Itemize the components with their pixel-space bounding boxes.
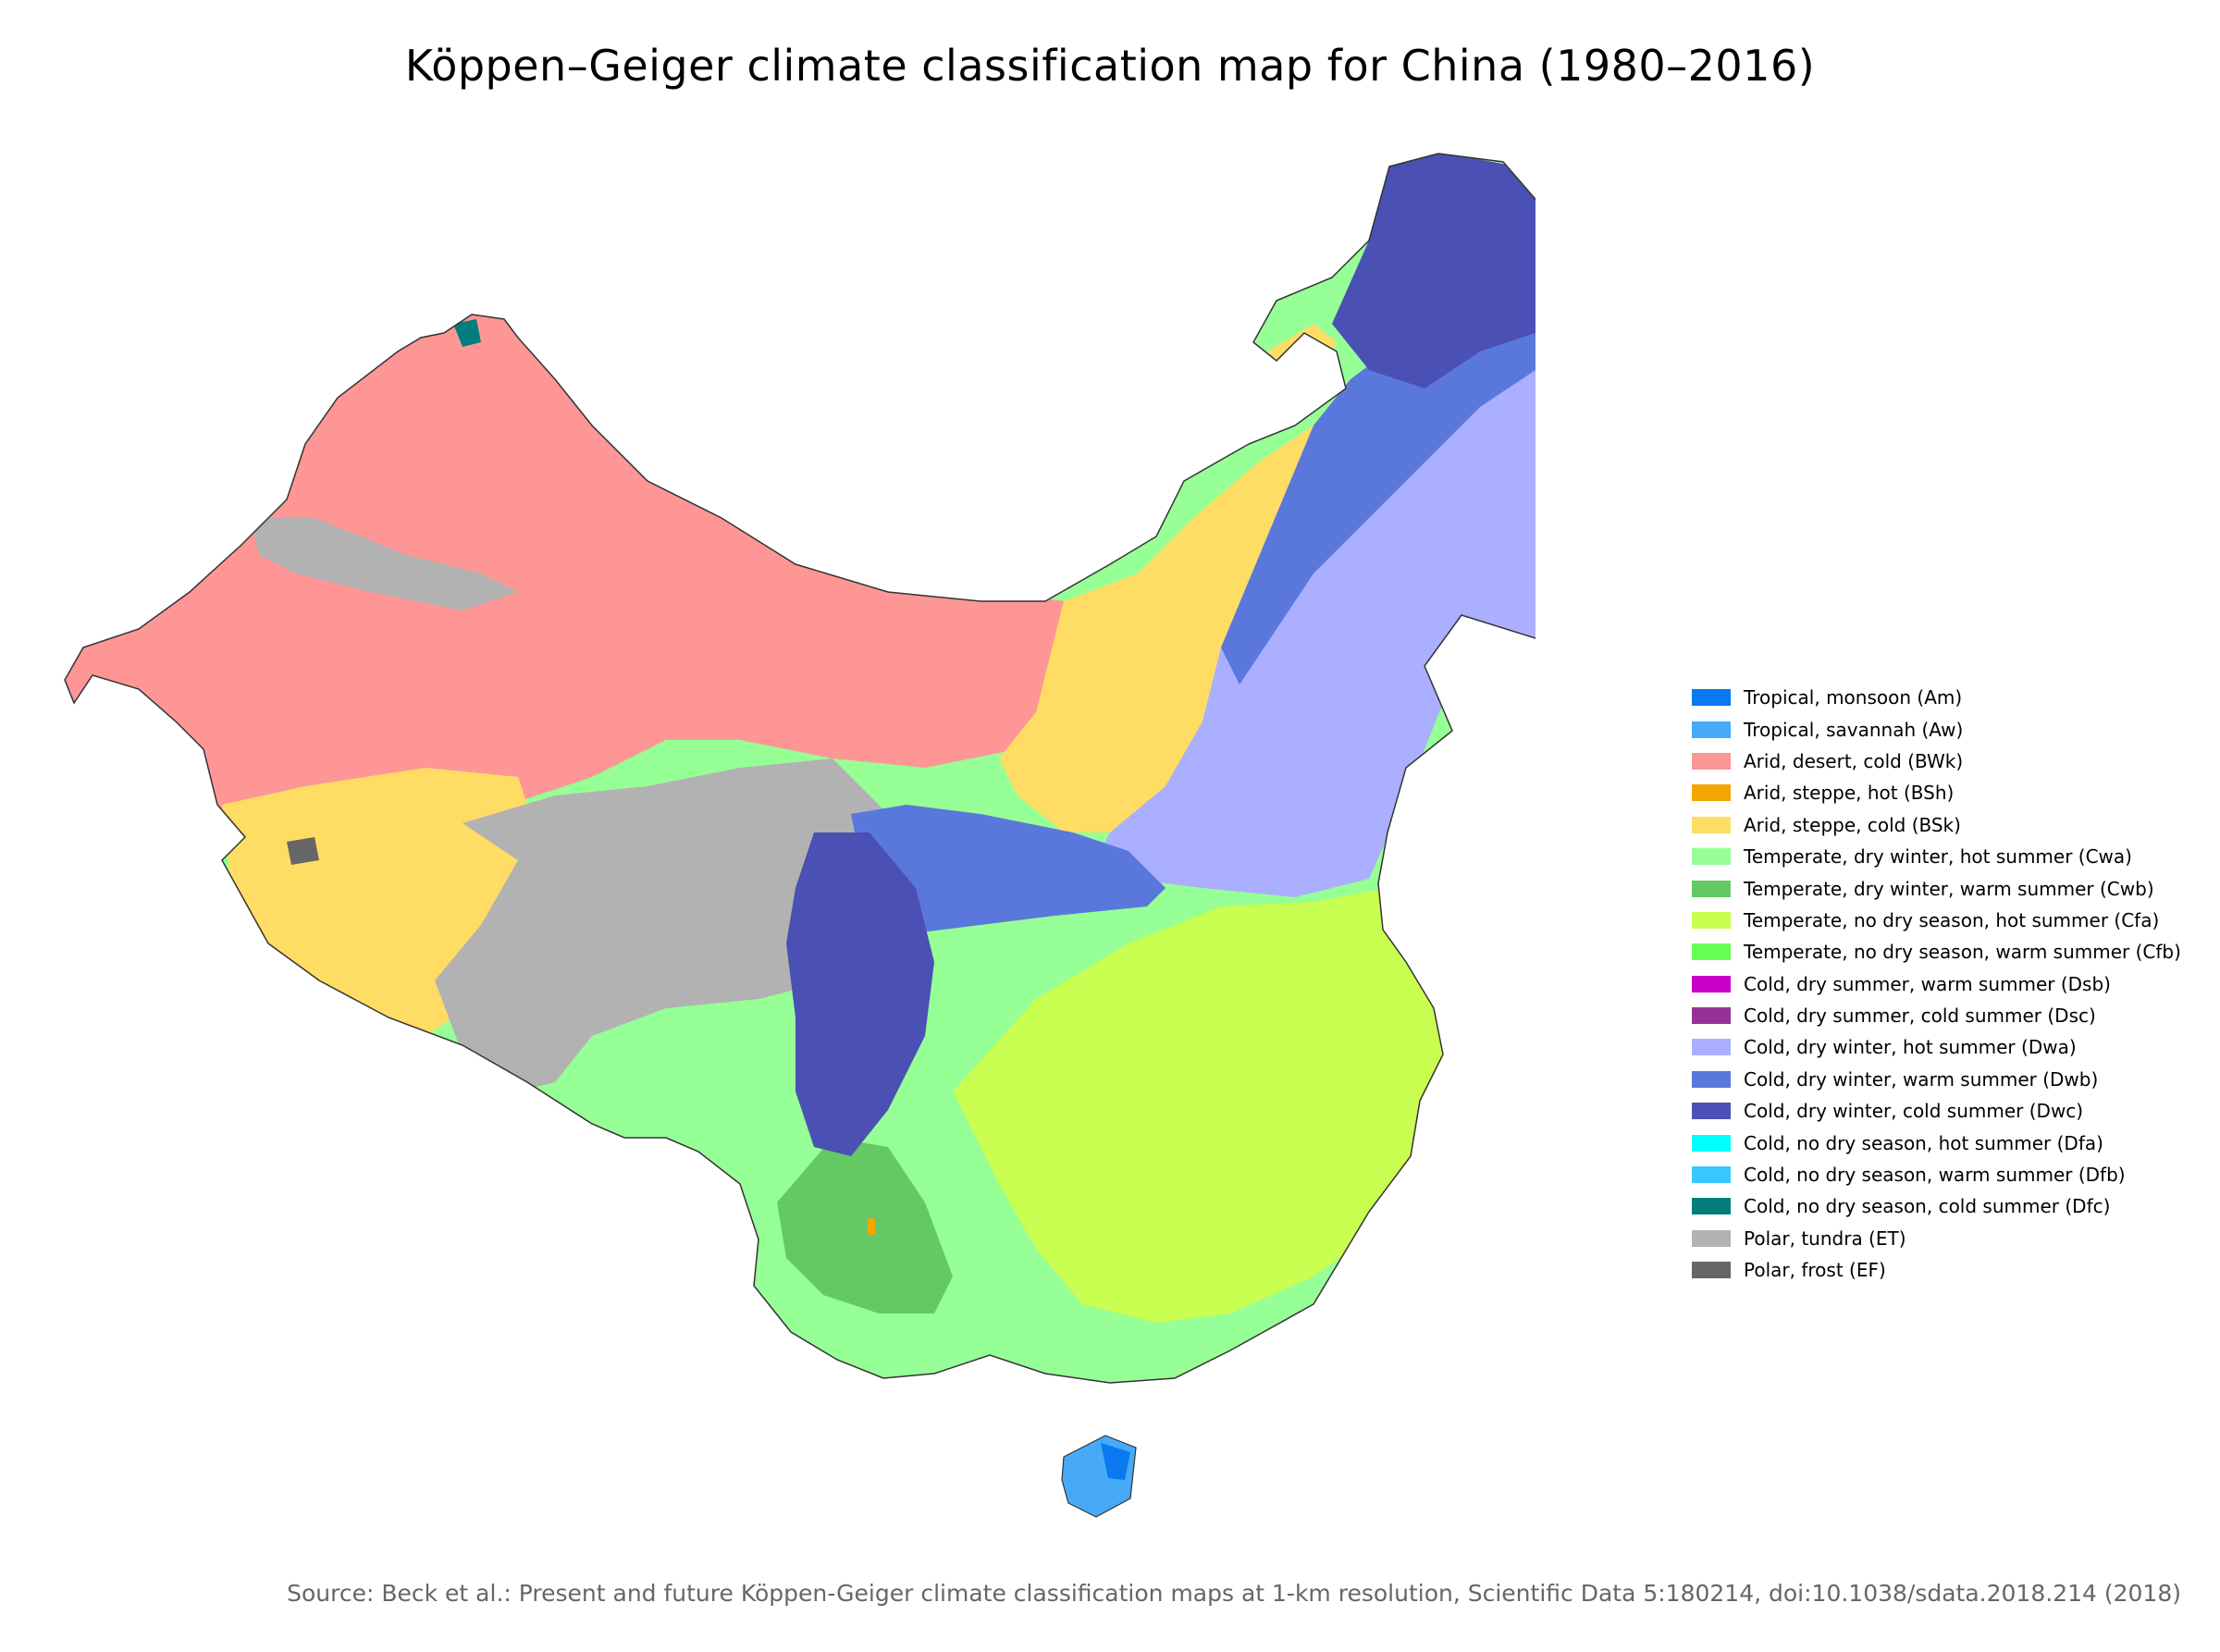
region-cwb: [777, 1138, 953, 1313]
legend-label: Arid, steppe, cold (BSk): [1744, 813, 1961, 836]
legend-item: Temperate, no dry season, warm summer (C…: [1692, 936, 2210, 968]
legend-swatch: [1692, 1070, 1731, 1088]
legend-item: Cold, no dry season, cold summer (Dfc): [1692, 1190, 2210, 1222]
china-outline: [64, 153, 1536, 1384]
legend-item: Cold, no dry season, hot summer (Dfa): [1692, 1127, 2210, 1158]
legend-label: Temperate, dry winter, hot summer (Cwa): [1744, 845, 2132, 869]
region-cfa: [953, 888, 1480, 1323]
legend-swatch: [1692, 943, 1731, 961]
map-legend: Tropical, monsoon (Am) Tropical, savannah…: [1692, 682, 2210, 1286]
legend-item: Cold, dry summer, cold summer (Dsc): [1692, 1000, 2210, 1031]
legend-swatch: [1692, 816, 1731, 833]
region-bsk: [999, 425, 1332, 832]
region-bsh-spot: [868, 1217, 875, 1236]
region-ef-karakoram: [287, 837, 319, 865]
legend-swatch: [1692, 784, 1731, 802]
legend-label: Polar, tundra (ET): [1744, 1227, 1906, 1250]
legend-label: Temperate, no dry season, hot summer (Cf…: [1744, 908, 2160, 931]
region-dwc: [1332, 154, 1536, 388]
legend-item: Temperate, no dry season, hot summer (Cf…: [1692, 905, 2210, 936]
legend-swatch: [1692, 911, 1731, 929]
legend-item: Polar, tundra (ET): [1692, 1223, 2210, 1254]
legend-label: Cold, dry winter, warm summer (Dwb): [1744, 1067, 2099, 1091]
legend-label: Cold, no dry season, warm summer (Dfb): [1744, 1164, 2126, 1187]
legend-swatch: [1692, 1229, 1731, 1247]
legend-label: Cold, dry winter, cold summer (Dwc): [1744, 1100, 2084, 1123]
legend-label: Temperate, dry winter, warm summer (Cwb): [1744, 877, 2154, 900]
legend-item: Tropical, monsoon (Am): [1692, 682, 2210, 713]
legend-label: Temperate, no dry season, warm summer (C…: [1744, 941, 2181, 964]
legend-item: Temperate, dry winter, warm summer (Cwb): [1692, 872, 2210, 904]
legend-item: Arid, steppe, cold (BSk): [1692, 809, 2210, 841]
legend-label: Cold, dry summer, cold summer (Dsc): [1744, 1005, 2096, 1028]
legend-label: Cold, no dry season, hot summer (Dfa): [1744, 1131, 2103, 1154]
legend-swatch: [1692, 1134, 1731, 1152]
legend-label: Cold, dry winter, hot summer (Dwa): [1744, 1036, 2077, 1059]
legend-item: Arid, steppe, hot (BSh): [1692, 777, 2210, 808]
legend-item: Cold, no dry season, warm summer (Dfb): [1692, 1159, 2210, 1190]
legend-swatch: [1692, 1007, 1731, 1025]
china-climate-map: [64, 153, 1536, 1518]
climate-regions: [65, 154, 1536, 1383]
region-dwb-central: [851, 805, 1166, 934]
legend-swatch: [1692, 721, 1731, 738]
legend-label: Tropical, monsoon (Am): [1744, 686, 1963, 709]
region-dwa: [1082, 333, 1536, 897]
legend-item: Temperate, dry winter, hot summer (Cwa): [1692, 841, 2210, 872]
legend-item: Polar, frost (EF): [1692, 1254, 2210, 1286]
region-dfc-altai: [453, 319, 481, 347]
legend-swatch: [1692, 975, 1731, 992]
legend-label: Cold, no dry season, cold summer (Dfc): [1744, 1195, 2111, 1218]
region-et-tianshan: [250, 518, 518, 610]
legend-swatch: [1692, 880, 1731, 897]
legend-label: Arid, desert, cold (BWk): [1744, 749, 1964, 772]
source-citation: Source: Beck et al.: Present and future …: [287, 1580, 2181, 1607]
region-dwc-east-tibet: [786, 832, 934, 1156]
legend-item: Cold, dry winter, hot summer (Dwa): [1692, 1031, 2210, 1063]
legend-item: Arid, desert, cold (BWk): [1692, 746, 2210, 777]
legend-swatch: [1692, 848, 1731, 866]
region-bwk: [65, 305, 1092, 860]
legend-label: Cold, dry summer, warm summer (Dsb): [1744, 972, 2111, 995]
region-et: [435, 758, 906, 1091]
legend-item: Tropical, savannah (Aw): [1692, 713, 2210, 745]
legend-swatch: [1692, 1262, 1731, 1279]
legend-swatch: [1692, 1039, 1731, 1056]
legend-swatch: [1692, 1166, 1731, 1184]
hainan-monsoon: [1101, 1443, 1130, 1480]
legend-swatch: [1692, 689, 1731, 707]
legend-item: Cold, dry winter, cold summer (Dwc): [1692, 1095, 2210, 1127]
legend-item: Cold, dry summer, warm summer (Dsb): [1692, 968, 2210, 1000]
legend-label: Arid, steppe, hot (BSh): [1744, 782, 1955, 805]
legend-item: Cold, dry winter, warm summer (Dwb): [1692, 1064, 2210, 1095]
legend-swatch: [1692, 752, 1731, 770]
legend-label: Polar, frost (EF): [1744, 1259, 1886, 1282]
legend-swatch: [1692, 1103, 1731, 1120]
map-title: Köppen–Geiger climate classification map…: [404, 41, 1816, 91]
legend-swatch: [1692, 1198, 1731, 1215]
legend-label: Tropical, savannah (Aw): [1744, 718, 1964, 741]
